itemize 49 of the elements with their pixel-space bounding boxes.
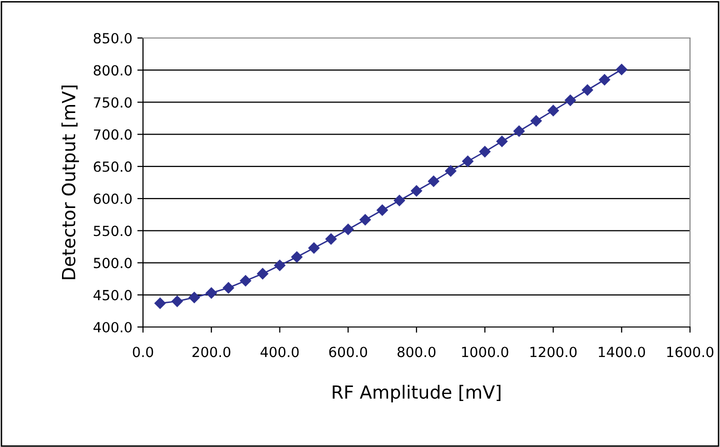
y-tick-label: 750.0 (94, 97, 132, 108)
point (462, 156, 474, 167)
point (308, 242, 320, 254)
point (445, 165, 456, 177)
x-tick-label: 1200.0 (530, 346, 577, 358)
point (616, 64, 628, 76)
point (479, 146, 490, 158)
point (376, 204, 388, 216)
point (222, 282, 234, 294)
x-tick-label: 400.0 (260, 346, 299, 358)
point (154, 298, 166, 309)
x-tick-label: 600.0 (329, 346, 368, 358)
y-tick-label: 650.0 (94, 161, 132, 172)
point (188, 292, 200, 304)
y-tick-label: 550.0 (94, 226, 132, 236)
point (496, 136, 508, 148)
point (598, 74, 610, 86)
x-tick-label: 1600.0 (667, 346, 714, 358)
point (394, 194, 406, 206)
y-axis-title: Detector Output [mV] (61, 86, 79, 280)
x-tick-label: 0.0 (132, 346, 154, 358)
point (325, 233, 337, 245)
y-tick-label: 800.0 (94, 65, 132, 76)
y-tick-label: 700.0 (94, 129, 132, 140)
y-tick-label: 500.0 (94, 258, 132, 268)
point (172, 296, 183, 307)
point (206, 287, 217, 299)
point (360, 214, 371, 226)
x-tick-label: 200.0 (192, 346, 230, 358)
point (342, 224, 354, 235)
x-axis-title: RF Amplitude [mV] (332, 384, 500, 402)
point (410, 185, 422, 196)
x-tick-label: 1400.0 (598, 346, 645, 358)
x-tick-label: 800.0 (398, 346, 436, 358)
point (428, 176, 440, 187)
point (240, 275, 252, 286)
point (257, 268, 268, 280)
x-tick-label: 1000.0 (462, 346, 508, 358)
point (513, 126, 525, 137)
y-tick-label: 450.0 (94, 290, 132, 300)
point (274, 260, 286, 271)
point (291, 251, 302, 263)
point (548, 104, 559, 116)
point (530, 115, 542, 126)
y-tick-label: 850.0 (94, 32, 132, 44)
y-tick-label: 400.0 (94, 322, 132, 332)
point (564, 94, 576, 106)
y-tick-label: 600.0 (94, 194, 132, 204)
point (582, 84, 594, 96)
